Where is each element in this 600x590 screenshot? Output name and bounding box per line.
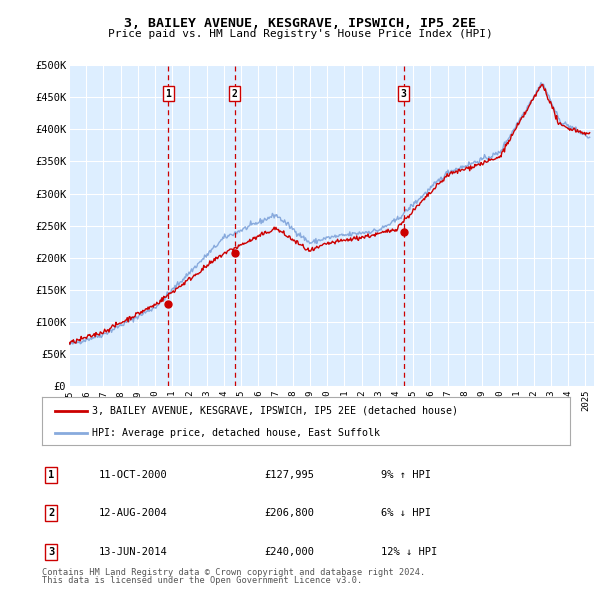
Text: 12% ↓ HPI: 12% ↓ HPI	[381, 547, 437, 556]
Text: Contains HM Land Registry data © Crown copyright and database right 2024.: Contains HM Land Registry data © Crown c…	[42, 568, 425, 576]
Text: 2: 2	[232, 89, 238, 99]
Text: 3: 3	[48, 547, 54, 556]
Text: 1: 1	[166, 89, 172, 99]
Text: 11-OCT-2000: 11-OCT-2000	[99, 470, 168, 480]
Text: £206,800: £206,800	[264, 509, 314, 518]
Text: Price paid vs. HM Land Registry's House Price Index (HPI): Price paid vs. HM Land Registry's House …	[107, 30, 493, 39]
Text: 3, BAILEY AVENUE, KESGRAVE, IPSWICH, IP5 2EE: 3, BAILEY AVENUE, KESGRAVE, IPSWICH, IP5…	[124, 17, 476, 30]
Text: £127,995: £127,995	[264, 470, 314, 480]
Text: HPI: Average price, detached house, East Suffolk: HPI: Average price, detached house, East…	[92, 428, 380, 438]
Text: This data is licensed under the Open Government Licence v3.0.: This data is licensed under the Open Gov…	[42, 576, 362, 585]
Text: 9% ↑ HPI: 9% ↑ HPI	[381, 470, 431, 480]
Text: 1: 1	[48, 470, 54, 480]
Text: 2: 2	[48, 509, 54, 518]
Text: 3: 3	[401, 89, 407, 99]
Text: 3, BAILEY AVENUE, KESGRAVE, IPSWICH, IP5 2EE (detached house): 3, BAILEY AVENUE, KESGRAVE, IPSWICH, IP5…	[92, 405, 458, 415]
Text: 6% ↓ HPI: 6% ↓ HPI	[381, 509, 431, 518]
Text: £240,000: £240,000	[264, 547, 314, 556]
Text: 13-JUN-2014: 13-JUN-2014	[99, 547, 168, 556]
Text: 12-AUG-2004: 12-AUG-2004	[99, 509, 168, 518]
